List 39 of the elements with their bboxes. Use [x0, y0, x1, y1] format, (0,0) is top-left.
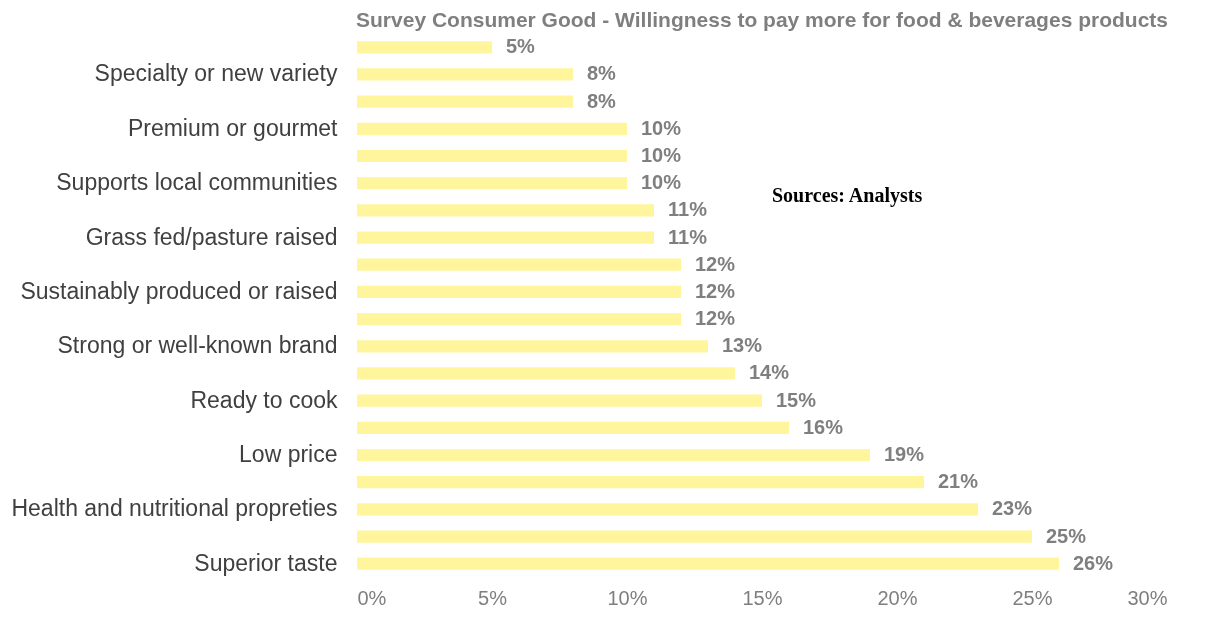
data-label: 15%	[776, 388, 817, 411]
data-label: 25%	[1046, 524, 1087, 547]
y-tick-label: Low price	[239, 441, 338, 467]
data-label: 12%	[695, 279, 736, 302]
y-tick-label: Health and nutritional propreties	[11, 495, 338, 522]
annotation: Sources: Analysts	[772, 184, 923, 207]
x-tick-label: 15%	[742, 586, 783, 609]
x-tick-label: 10%	[607, 586, 648, 609]
y-tick-label: Sustainably produced or raised	[20, 277, 338, 304]
x-tick-label: 5%	[478, 586, 508, 609]
data-label: 5%	[506, 35, 536, 58]
x-tick-label: 20%	[877, 586, 918, 609]
data-label: 11%	[668, 198, 708, 221]
data-label: 26%	[1073, 551, 1114, 574]
data-label: 13%	[722, 334, 763, 357]
chart-title: Survey Consumer Good - Willingness to pay more for food & beverages products	[356, 8, 1168, 31]
y-tick-label: Strong or well-known brand	[57, 332, 338, 359]
data-label: 21%	[938, 470, 979, 493]
data-label: 10%	[641, 171, 682, 194]
data-label: 8%	[587, 62, 617, 85]
data-label: 14%	[749, 361, 790, 384]
data-label: 12%	[695, 252, 736, 275]
y-tick-label: Superior taste	[194, 549, 338, 576]
data-label: 16%	[803, 415, 844, 438]
data-label: 12%	[695, 307, 736, 330]
x-tick-label: 30%	[1127, 586, 1168, 609]
data-label: 10%	[641, 144, 682, 166]
y-tick-label: Specialty or new variety	[94, 60, 338, 87]
data-label: 10%	[641, 116, 682, 139]
data-label: 23%	[992, 497, 1033, 520]
x-tick-label: 25%	[1012, 586, 1053, 609]
data-label: 19%	[884, 443, 925, 465]
data-label: 8%	[587, 89, 617, 112]
y-tick-label: Ready to cook	[190, 386, 338, 413]
y-tick-label: Supports local communities	[56, 169, 338, 196]
data-label: 11%	[668, 225, 708, 248]
y-tick-label: Grass fed/pasture raised	[85, 223, 338, 250]
y-tick-label: Premium or gourmet	[127, 114, 339, 141]
x-tick-label: 0%	[357, 586, 387, 609]
